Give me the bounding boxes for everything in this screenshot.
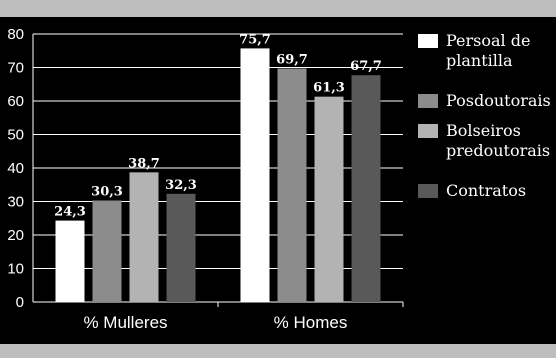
data-labels: 24,3 30,3 38,7 32,3 75,7 69,7 61,3 67,7 bbox=[54, 32, 382, 219]
legend-label: predoutorais bbox=[446, 141, 550, 160]
data-label: 32,3 bbox=[165, 178, 197, 193]
legend-label: Bolseiros bbox=[446, 121, 521, 140]
bar bbox=[277, 68, 307, 302]
data-label: 67,7 bbox=[350, 59, 382, 74]
y-tick-label: 40 bbox=[7, 160, 24, 177]
legend-swatch bbox=[418, 34, 438, 48]
top-band bbox=[0, 0, 556, 17]
bottom-band bbox=[0, 344, 556, 358]
y-tick-label: 70 bbox=[7, 60, 24, 77]
y-tick-label: 60 bbox=[7, 93, 24, 110]
gridlines bbox=[33, 33, 403, 269]
y-tick-label: 80 bbox=[7, 26, 24, 43]
legend-swatch bbox=[418, 94, 438, 108]
bar bbox=[166, 193, 196, 302]
legend-label: Persoal de bbox=[446, 31, 530, 50]
bar bbox=[92, 200, 122, 302]
bar bbox=[55, 220, 85, 302]
data-label: 30,3 bbox=[91, 184, 123, 199]
legend-label: Contratos bbox=[446, 181, 526, 200]
data-label: 69,7 bbox=[276, 53, 308, 68]
bar bbox=[351, 75, 381, 302]
y-tick-label: 50 bbox=[7, 127, 24, 144]
legend-swatch bbox=[418, 184, 438, 198]
x-category-label: % Mulleres bbox=[83, 313, 167, 332]
data-label: 38,7 bbox=[128, 156, 160, 171]
legend-label: plantilla bbox=[446, 51, 513, 70]
bar bbox=[314, 96, 344, 303]
y-tick-label: 0 bbox=[16, 294, 24, 311]
data-label: 24,3 bbox=[54, 205, 86, 220]
legend-label: Posdoutorais bbox=[446, 91, 551, 110]
bar bbox=[129, 172, 159, 302]
x-category-label: % Homes bbox=[274, 313, 348, 332]
data-label: 75,7 bbox=[239, 32, 271, 47]
legend-swatch bbox=[418, 124, 438, 138]
bar bbox=[240, 48, 270, 302]
bars bbox=[55, 48, 381, 303]
y-tick-label: 10 bbox=[7, 261, 24, 278]
data-label: 61,3 bbox=[313, 81, 345, 96]
y-tick-label: 30 bbox=[7, 194, 24, 211]
y-tick-label: 20 bbox=[7, 227, 24, 244]
